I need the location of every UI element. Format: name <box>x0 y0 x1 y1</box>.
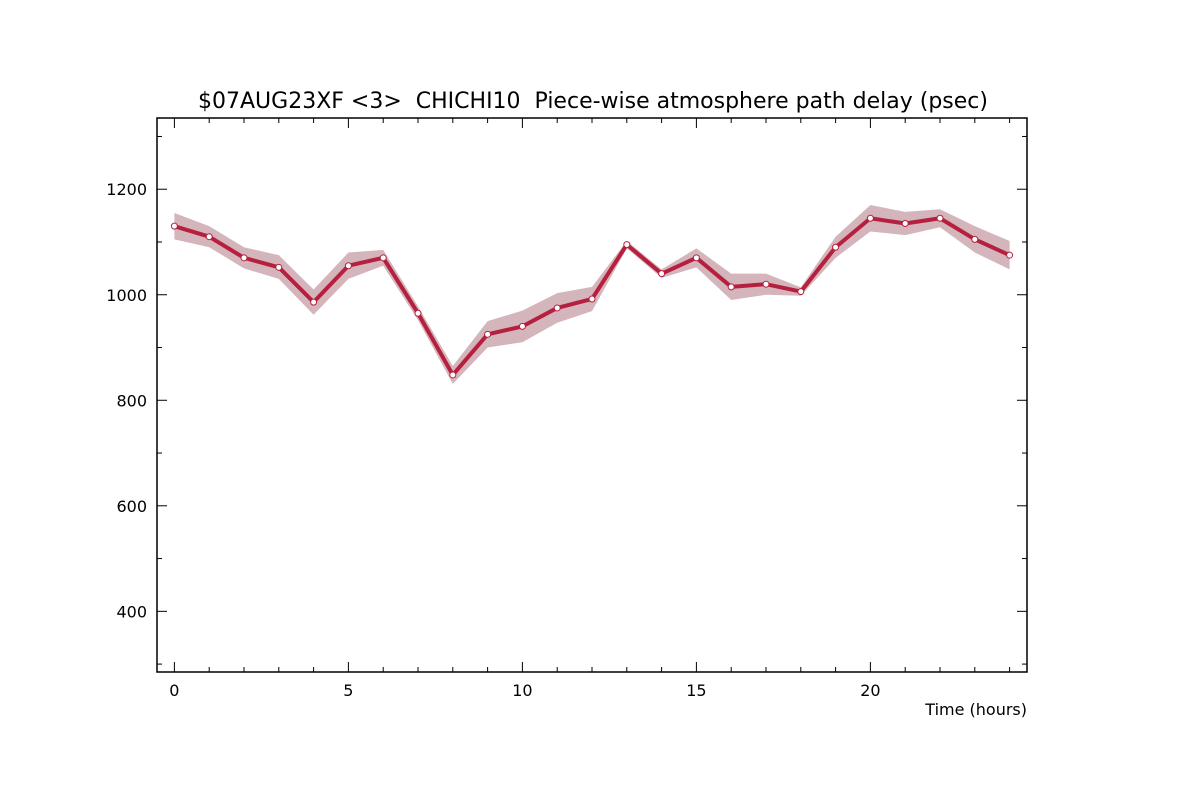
y-tick-label: 400 <box>116 602 147 621</box>
data-point <box>936 214 944 222</box>
data-point <box>727 283 735 291</box>
x-tick-label: 20 <box>860 681 880 700</box>
data-point <box>205 233 213 241</box>
data-point <box>240 254 248 262</box>
data-point <box>170 222 178 230</box>
data-point <box>832 243 840 251</box>
data-point <box>658 270 666 278</box>
y-tick-label: 1000 <box>106 286 147 305</box>
x-tick-label: 0 <box>169 681 179 700</box>
data-point <box>588 295 596 303</box>
chart-title: $07AUG23XF <3> CHICHI10 Piece-wise atmos… <box>198 89 988 114</box>
x-tick-label: 15 <box>686 681 706 700</box>
data-point <box>275 263 283 271</box>
data-point <box>553 304 561 312</box>
data-point <box>1006 251 1014 259</box>
data-point <box>414 309 422 317</box>
data-point <box>901 220 909 228</box>
data-point <box>692 254 700 262</box>
data-point <box>866 214 874 222</box>
y-tick-label: 800 <box>116 391 147 410</box>
y-tick-label: 1200 <box>106 180 147 199</box>
x-tick-label: 5 <box>343 681 353 700</box>
series-0-band <box>174 205 1010 384</box>
data-point <box>518 322 526 330</box>
data-point <box>762 280 770 288</box>
y-tick-label: 600 <box>116 497 147 516</box>
data-point <box>344 262 352 270</box>
data-point <box>623 241 631 249</box>
data-point <box>971 235 979 243</box>
x-axis-label: Time (hours) <box>924 700 1027 719</box>
plot-frame <box>156 117 1028 673</box>
data-point <box>310 298 318 306</box>
data-point <box>449 371 457 379</box>
data-point <box>379 254 387 262</box>
data-point <box>484 330 492 338</box>
data-point <box>797 288 805 296</box>
x-tick-label: 10 <box>512 681 532 700</box>
